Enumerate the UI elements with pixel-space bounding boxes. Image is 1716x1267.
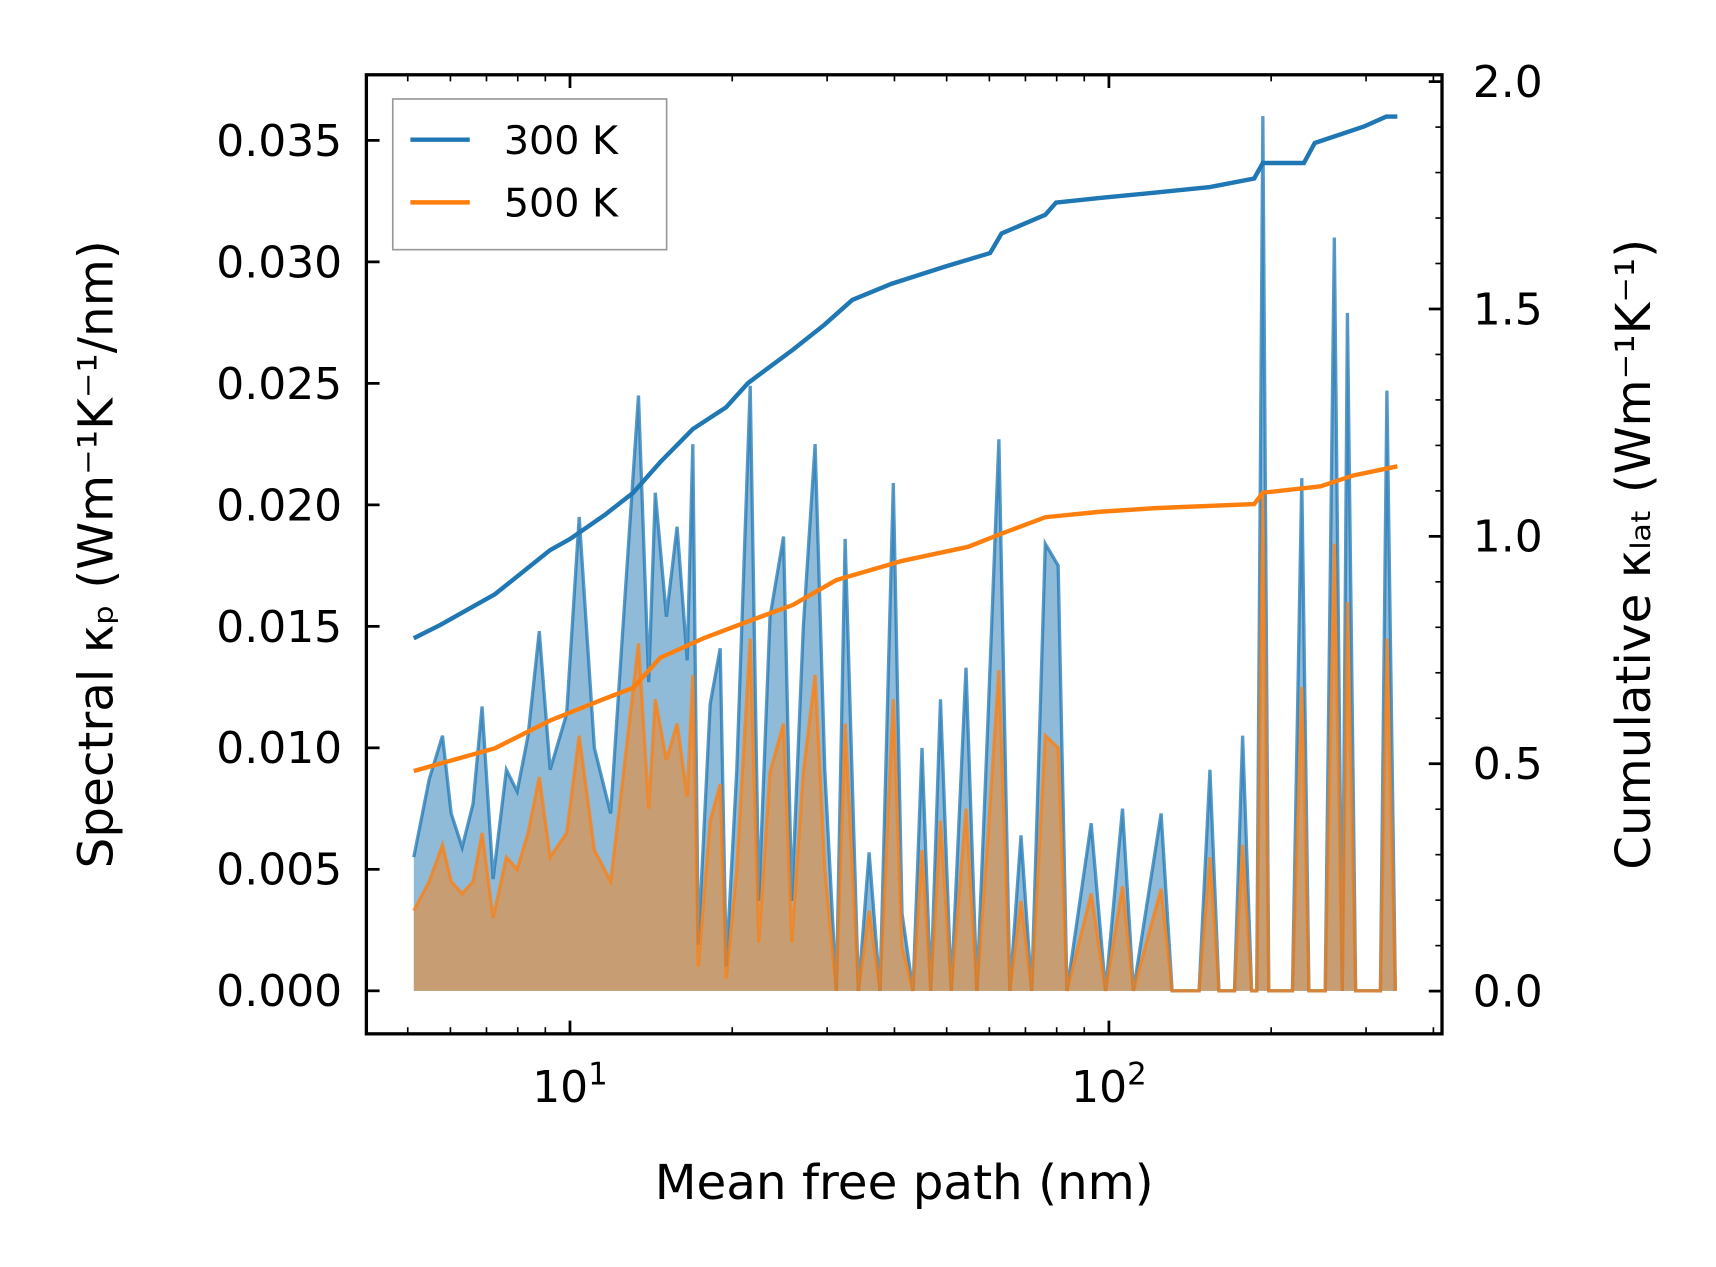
y-right-tick-label: 0.0 [1473,966,1543,1017]
y-right-tick-label: 0.5 [1473,739,1543,790]
y-left-tick-label: 0.030 [216,237,342,288]
y-left-tick-label: 0.005 [216,845,342,896]
y-right-tick-label: 1.5 [1473,284,1543,335]
axis-ticks: 0.000 0.005 0.010 0.015 0.020 0.025 0.030 0.035… [216,57,1542,1113]
y-left-tick-label: 0.010 [216,723,342,774]
legend: 300 K 500 K [391,98,668,251]
y-axis-label-right: Cumulative κₗₐₜ (Wm⁻¹K⁻¹) [1606,239,1662,870]
legend-label-300k: 300 K [504,118,619,164]
y-left-tick-label: 0.025 [216,359,342,410]
spectral-fills [413,116,1396,991]
y-left-tick-label: 0.015 [216,602,342,653]
cumulative-line-500k [413,464,1398,774]
y-left-tick-label: 0.020 [216,480,342,531]
x-axis-label: Mean free path (nm) [655,1155,1154,1211]
data-lines [412,114,1398,993]
legend-box [391,98,668,251]
y-right-tick-label: 2.0 [1473,57,1543,108]
y-left-tick-label: 0.035 [216,116,342,167]
spectral-fill-500k [413,495,1396,991]
y-left-tick-label: 0.000 [216,966,342,1017]
y-axis-label-left: Spectral κₚ (Wm⁻¹K⁻¹/nm) [68,240,124,868]
plot-frame [364,73,1444,1036]
cumulative-line-300k [412,114,1398,641]
legend-label-500k: 500 K [504,181,619,227]
x-tick-label: 102 [1071,1056,1147,1113]
y-right-tick-label: 1.0 [1473,512,1543,563]
spectral-line-500k [412,495,1398,993]
x-tick-label: 101 [532,1056,608,1113]
